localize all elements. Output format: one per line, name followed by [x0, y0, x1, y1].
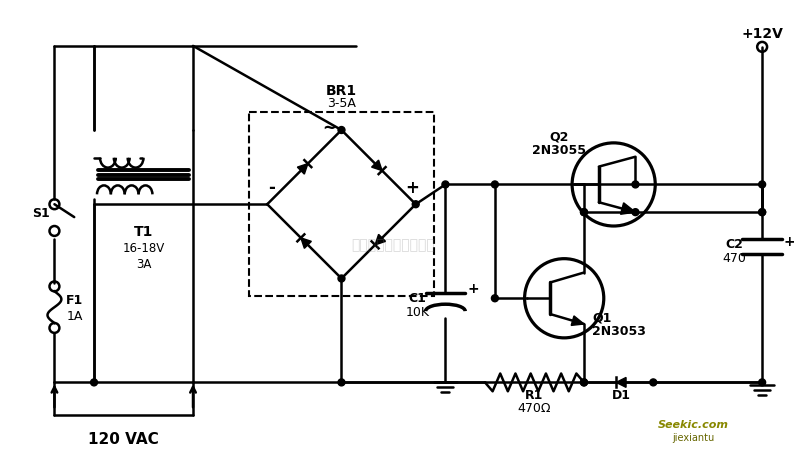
Text: ~: ~ [322, 119, 337, 136]
Polygon shape [372, 161, 382, 171]
Text: 470Ω: 470Ω [518, 401, 551, 414]
Polygon shape [298, 164, 308, 175]
Circle shape [412, 201, 419, 208]
Text: Seekic.com: Seekic.com [657, 419, 728, 429]
Circle shape [338, 127, 345, 134]
Polygon shape [621, 203, 635, 215]
Text: R1: R1 [526, 389, 544, 401]
Circle shape [338, 379, 345, 386]
Text: +12V: +12V [742, 27, 783, 41]
Circle shape [91, 379, 98, 386]
Circle shape [442, 182, 449, 188]
Text: 2N3055: 2N3055 [532, 143, 586, 157]
Circle shape [580, 209, 588, 216]
Text: T1: T1 [134, 224, 153, 238]
Text: 3-5A: 3-5A [327, 97, 356, 110]
Text: C2: C2 [726, 237, 743, 250]
Circle shape [580, 209, 588, 216]
Text: 120 VAC: 120 VAC [88, 431, 159, 446]
Text: Q2: Q2 [549, 131, 569, 144]
Text: S1: S1 [32, 206, 49, 219]
Text: +: + [467, 282, 479, 296]
Polygon shape [616, 378, 626, 388]
Circle shape [580, 379, 588, 386]
Text: 1A: 1A [67, 309, 83, 322]
Text: 10K: 10K [406, 305, 430, 318]
Polygon shape [571, 316, 584, 326]
Text: jiexiantu: jiexiantu [672, 432, 714, 442]
Bar [249, 113, 434, 297]
Text: 16-18V: 16-18V [122, 241, 164, 254]
Text: 杭州滚睿科技有限公司: 杭州滚睿科技有限公司 [351, 238, 435, 251]
Circle shape [491, 182, 499, 188]
Text: D1: D1 [611, 389, 630, 401]
Circle shape [338, 275, 345, 282]
Circle shape [632, 182, 639, 188]
Circle shape [491, 295, 499, 302]
Circle shape [759, 379, 765, 386]
Text: -: - [268, 179, 275, 197]
Circle shape [759, 182, 765, 188]
Circle shape [759, 209, 765, 216]
Circle shape [580, 379, 588, 386]
Text: F1: F1 [67, 293, 83, 306]
Circle shape [759, 209, 765, 216]
Text: C1: C1 [409, 292, 426, 304]
Circle shape [649, 379, 657, 386]
Text: 2N3053: 2N3053 [592, 324, 646, 337]
Text: +: + [405, 179, 418, 197]
Circle shape [632, 209, 639, 216]
Text: 470: 470 [723, 251, 746, 264]
Polygon shape [375, 235, 386, 245]
Polygon shape [301, 238, 311, 249]
Text: Q1: Q1 [592, 310, 611, 324]
Text: BR1: BR1 [326, 84, 357, 98]
Text: +: + [784, 234, 794, 248]
Text: 3A: 3A [136, 257, 151, 270]
